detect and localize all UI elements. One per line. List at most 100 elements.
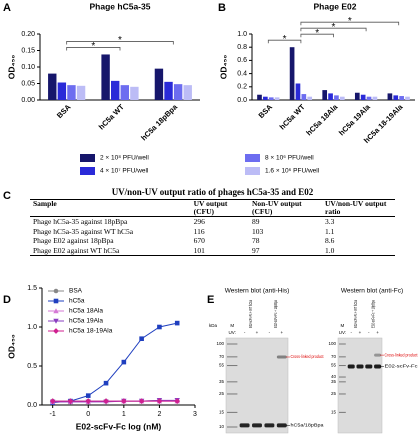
- blot-membrane: [225, 337, 289, 434]
- uv-label: UV:: [229, 330, 236, 335]
- bar: [76, 85, 86, 100]
- marker: [53, 318, 59, 324]
- bar: [120, 85, 129, 100]
- chart-title: Phage E02: [314, 1, 357, 11]
- blot-annotation: E02-scFv-Fc: [385, 364, 419, 369]
- bar: [173, 84, 183, 100]
- ladder-label: 15: [331, 410, 337, 415]
- y-tick-label: 0.4: [237, 70, 247, 77]
- legend-label: 1.6 × 10⁶ PFU/well: [265, 168, 320, 175]
- ladder-label: 40: [331, 374, 337, 379]
- cell: 8.6: [324, 236, 335, 245]
- header-cell: Non-UV output (CFU): [248, 199, 322, 217]
- x-tick-label: 1: [122, 411, 126, 418]
- x-tick-label: BSA: [257, 102, 275, 120]
- legend-label: hC5a 19Ala: [69, 318, 103, 325]
- legend-swatch: [80, 167, 95, 175]
- bar: [322, 90, 328, 100]
- cell: Phage hC5a-35 against 18pBpa: [33, 217, 128, 226]
- significance-label: *: [348, 16, 352, 27]
- y-axis-label: OD₄₅₀: [6, 55, 16, 80]
- legend-label: 2 × 10⁸ PFU/well: [100, 155, 149, 162]
- bar: [301, 94, 307, 100]
- x-tick-label: hC5a WT: [278, 102, 307, 131]
- uv-state: +: [280, 330, 283, 335]
- y-tick-label: 1.0: [237, 31, 247, 38]
- significance-bracket: [300, 27, 367, 32]
- cell: Phage E02 against 18pBpa: [33, 236, 114, 245]
- uv-state: +: [376, 330, 379, 335]
- ladder-label: 70: [331, 354, 337, 359]
- x-tick-label: 3: [193, 411, 197, 418]
- ladder-label: 15: [219, 410, 225, 415]
- ladder-label: 55: [219, 363, 225, 368]
- header-cell: Sample: [30, 199, 191, 217]
- uv-state: -: [269, 330, 271, 335]
- panel-label: A: [3, 2, 11, 14]
- table: Sample UV output (CFU) Non-UV output (CFU)…: [30, 199, 395, 256]
- panel-label: D: [3, 294, 11, 306]
- x-tick-label: BSA: [55, 102, 73, 120]
- marker: [174, 398, 181, 404]
- uv-state: -: [368, 330, 370, 335]
- legend-label: hC5a 18-19Ala: [69, 328, 113, 335]
- table-panel: UV/non-UV output ratio of phages hC5a-35…: [30, 187, 395, 256]
- ladder-label: 55: [331, 363, 337, 368]
- y-tick-label: 0.05: [21, 80, 35, 87]
- significance-label: *: [91, 41, 95, 52]
- cell: 1.1: [324, 226, 335, 236]
- y-tick-label: 0.5: [27, 363, 37, 370]
- y-tick-label: 0.6: [237, 57, 247, 64]
- blot-title: Western blot (anti-His): [225, 288, 290, 295]
- cell: 78: [251, 236, 260, 245]
- lane-label: E02-scFv-Fc + WT hC5a: [248, 300, 253, 328]
- bar: [111, 80, 120, 100]
- y-tick-label: 0.10: [21, 64, 35, 71]
- ladder-label: 100: [216, 341, 224, 346]
- significance-bracket: [66, 47, 121, 51]
- cell: Phage E02 against WT hC5a: [30, 245, 191, 256]
- cell: Phage hC5a-35 against WT hC5a: [33, 226, 134, 236]
- cell: 89: [251, 217, 260, 226]
- marker: [85, 398, 92, 404]
- marker: [121, 359, 127, 365]
- y-tick-label: 0.0: [27, 402, 37, 409]
- y-tick-label: 1.5: [27, 285, 37, 292]
- blot-annotation: Cross-linked product: [385, 352, 419, 357]
- ladder-label: 35: [219, 379, 225, 384]
- ladder-label: 70: [219, 354, 225, 359]
- bar: [295, 83, 301, 100]
- blot-band: [276, 355, 287, 359]
- bar: [57, 82, 67, 100]
- uv-state: -: [350, 330, 352, 335]
- bar: [289, 47, 295, 100]
- marker: [139, 336, 144, 341]
- bar: [130, 86, 139, 100]
- significance-bracket: [66, 41, 174, 45]
- row: Phage hC5a-35 against 18pBpa 296 89 3.3: [30, 217, 395, 227]
- significance-bracket: [267, 39, 302, 44]
- marker: [156, 398, 163, 404]
- blot-band: [276, 423, 287, 428]
- cell: 1.0: [321, 245, 395, 256]
- ladder-label: 25: [331, 391, 337, 396]
- marker: [53, 308, 59, 314]
- cell: 3.3: [324, 217, 335, 226]
- blot-membrane: [337, 337, 383, 434]
- bar: [263, 96, 268, 100]
- lane-label: E02-scFv-Fc + WT hC5a: [353, 300, 358, 328]
- ladder-label: 25: [219, 391, 225, 396]
- marker-lane-label: M: [230, 323, 234, 328]
- ladder-label: 10: [219, 424, 225, 429]
- significance-label: *: [283, 34, 287, 45]
- bar: [154, 68, 164, 100]
- bar: [48, 73, 57, 100]
- blot-band: [239, 423, 250, 428]
- marker: [53, 298, 59, 304]
- uv-state: +: [359, 330, 362, 335]
- y-tick-label: 0.20: [21, 31, 35, 38]
- blot-band: [374, 364, 382, 369]
- x-tick-label: 2: [157, 411, 161, 418]
- marker: [67, 398, 74, 404]
- y-tick-label: 0.00: [21, 97, 35, 104]
